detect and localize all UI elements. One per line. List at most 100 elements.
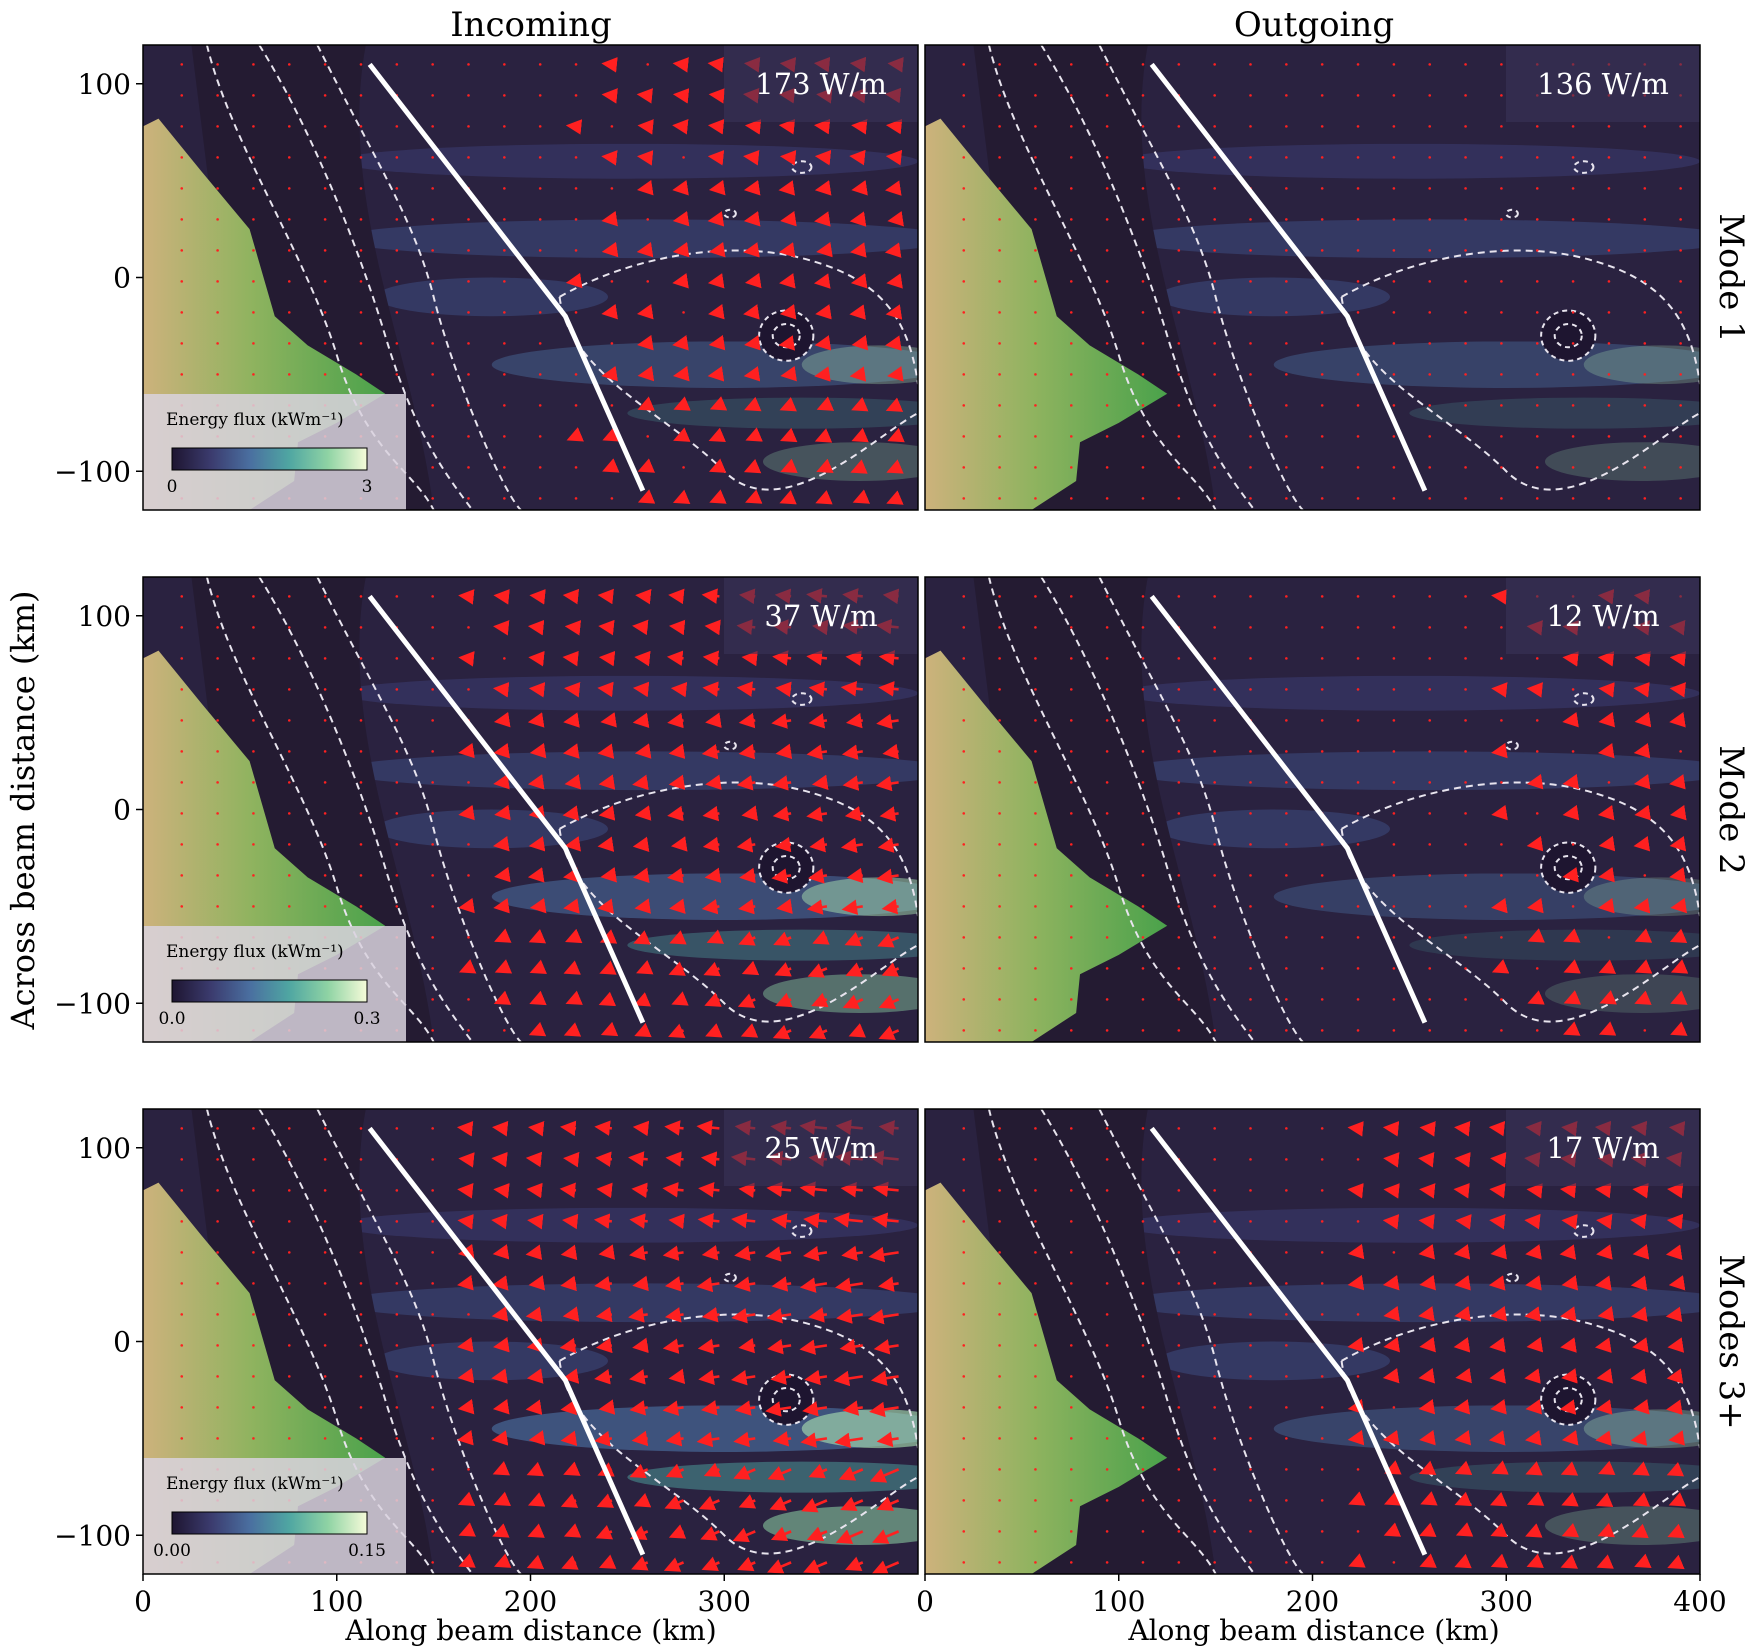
flux-vector: [646, 280, 650, 283]
flux-vector: [1356, 1375, 1360, 1378]
flux-vector: [628, 1151, 648, 1167]
flux-vector: [458, 1522, 476, 1537]
flux-vector: [395, 1189, 399, 1192]
flux-vector: [1105, 249, 1109, 252]
flux-vector: [1392, 311, 1396, 314]
flux-vector: [701, 1244, 720, 1261]
flux-vector: [998, 125, 1001, 128]
colorbar-tick-max: 0.15: [348, 1541, 386, 1561]
flux-vector: [707, 150, 725, 166]
flux-vector: [252, 688, 255, 691]
flux-vector: [529, 742, 547, 759]
flux-vector: [804, 1369, 828, 1386]
flux-vector: [431, 1029, 434, 1032]
flux-vector: [1213, 1344, 1216, 1347]
flux-vector: [574, 156, 578, 159]
flux-vector: [1069, 1158, 1073, 1161]
flux-vector: [252, 311, 255, 314]
flux-vector: [833, 1212, 863, 1228]
flux-vector: [772, 775, 792, 791]
flux-vector: [564, 836, 582, 852]
flux-vector: [1356, 435, 1360, 438]
flux-vector: [287, 874, 291, 877]
flux-vector: [1607, 311, 1611, 314]
flux-vector: [597, 898, 615, 914]
flux-vector: [395, 187, 399, 190]
flux-vector: [845, 650, 863, 666]
flux-vector: [743, 180, 761, 196]
depth-contour: [258, 577, 474, 1042]
flux-vector: [998, 1158, 1001, 1161]
flux-vector: [252, 342, 255, 345]
flux-vector: [878, 1276, 899, 1292]
flux-vector: [1634, 1553, 1652, 1568]
flux-vector: [323, 843, 327, 846]
flux-vector: [1069, 1127, 1073, 1130]
flux-vector: [1633, 743, 1651, 759]
flux-vector: [629, 1245, 648, 1261]
flux-vector: [1454, 1460, 1473, 1475]
flux-vector: [1034, 218, 1037, 221]
flux-vector: [808, 681, 828, 697]
flux-vector: [491, 1306, 509, 1322]
flux-vector: [1526, 682, 1543, 698]
flux-vector: [598, 1554, 617, 1569]
flux-vector: [1285, 967, 1288, 970]
panel-r1-c1: 12 W/m: [924, 576, 1701, 1043]
flux-vector: [1464, 874, 1467, 877]
flux-vector: [1464, 311, 1467, 314]
flux-vector: [538, 249, 542, 252]
flux-vector: [1285, 435, 1288, 438]
flux-vector: [503, 311, 506, 314]
flux-vector: [252, 125, 255, 128]
flux-vector: [962, 812, 966, 815]
flux-vector: [359, 1127, 363, 1130]
flux-vector: [1356, 1530, 1360, 1533]
depth-contour: [558, 828, 918, 1023]
flux-vector: [1105, 626, 1109, 629]
flux-vector: [1034, 1313, 1037, 1316]
flux-vector: [962, 781, 966, 784]
flux-vector: [701, 744, 720, 760]
flux-vector: [962, 595, 966, 598]
flux-vector: [877, 837, 899, 853]
flux-vector: [1285, 1344, 1288, 1347]
flux-vector: [359, 311, 363, 314]
flux-vector: [1177, 1251, 1181, 1254]
flux-vector: [637, 334, 654, 351]
flux-vector: [216, 342, 219, 345]
flux-vector: [528, 1021, 547, 1037]
flux-vector: [1034, 249, 1037, 252]
flux-vector: [458, 1553, 476, 1568]
land-topography: [925, 1182, 1168, 1574]
flux-vector: [1571, 218, 1575, 221]
flux-vector: [467, 404, 470, 407]
flux-vector: [646, 435, 650, 438]
flux-vector: [395, 781, 399, 784]
flux-vector: [1177, 1282, 1181, 1285]
flux-vector: [962, 342, 966, 345]
flux-vector: [1561, 1213, 1578, 1230]
flux-vector: [1177, 1344, 1181, 1347]
flux-vector: [1500, 998, 1503, 1001]
flux-vector: [252, 1220, 255, 1223]
flux-vector: [610, 125, 614, 128]
flux-vector: [458, 897, 475, 914]
flux-vector: [431, 1530, 434, 1533]
flux-vector: [594, 1431, 613, 1447]
flux-vector: [252, 750, 255, 753]
flux-band: [1545, 1506, 1700, 1545]
flux-vector: [767, 1466, 792, 1481]
flux-vector: [1177, 466, 1181, 469]
flux-vector: [560, 1399, 578, 1416]
flux-vector: [323, 657, 327, 660]
flux-vector: [672, 57, 689, 73]
flux-vector: [962, 967, 966, 970]
flux-vector: [635, 588, 652, 605]
flux-vector: [1249, 812, 1252, 815]
flux-vector: [598, 650, 616, 667]
flux-vector: [458, 959, 477, 974]
flux-vector: [1607, 936, 1611, 939]
flux-vector: [395, 719, 399, 722]
